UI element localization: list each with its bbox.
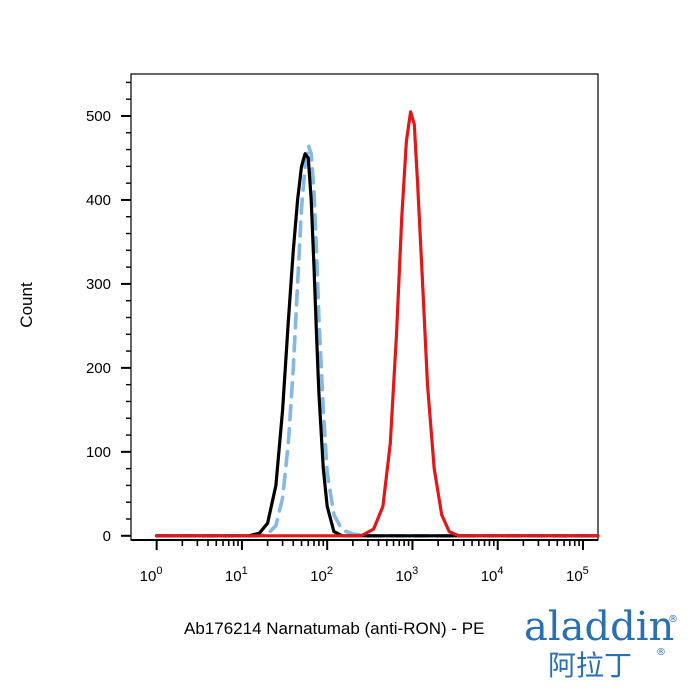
series-line-2	[155, 152, 600, 538]
x-tick-labels: 100 101 102 103 104 105	[140, 565, 589, 585]
x-tick-base: 10	[225, 568, 242, 585]
x-tick-base: 10	[395, 568, 412, 585]
y-tick-label-200: 200	[86, 360, 111, 377]
y-tick-label-500: 500	[86, 108, 111, 125]
x-tick-base: 10	[140, 568, 157, 585]
logo-chinese-wordmark: 阿拉丁	[548, 649, 632, 682]
x-tick-label-3: 103	[395, 565, 418, 585]
logo-registered-mark: ®	[668, 614, 678, 625]
series-layer	[154, 110, 600, 538]
series-line-3	[155, 110, 600, 538]
x-tick-exponent: 1	[242, 565, 248, 577]
x-tick-exponent: 3	[412, 565, 418, 577]
x-tick-label-1: 101	[225, 565, 248, 585]
x-tick-exponent: 2	[327, 565, 333, 577]
x-axis-title: Ab176214 Narnatumab (anti-RON) - PE	[184, 619, 484, 638]
y-tick-label-300: 300	[86, 276, 111, 293]
x-tick-exponent: 5	[583, 565, 589, 577]
x-tick-base: 10	[481, 568, 498, 585]
brand-logo: aladdin ® 阿拉丁 ®	[524, 604, 678, 682]
y-tick-label-0: 0	[103, 528, 111, 545]
axes-layer	[121, 81, 598, 550]
plot-area	[130, 73, 599, 541]
x-tick-label-0: 100	[140, 565, 163, 585]
y-axis-title: Count	[17, 282, 36, 328]
y-tick-label-400: 400	[86, 192, 111, 209]
x-tick-base: 10	[310, 568, 327, 585]
y-tick-labels: 0 100 200 300 400 500	[86, 108, 111, 545]
y-tick-label-100: 100	[86, 444, 111, 461]
x-tick-label-4: 104	[481, 565, 504, 585]
x-tick-label-2: 102	[310, 565, 333, 585]
logo-registered-mark-2: ®	[656, 647, 666, 658]
x-tick-exponent: 0	[156, 565, 162, 577]
x-tick-exponent: 4	[497, 565, 503, 577]
logo-english-wordmark: aladdin	[524, 604, 674, 650]
x-tick-base: 10	[566, 568, 583, 585]
x-tick-label-5: 105	[566, 565, 589, 585]
